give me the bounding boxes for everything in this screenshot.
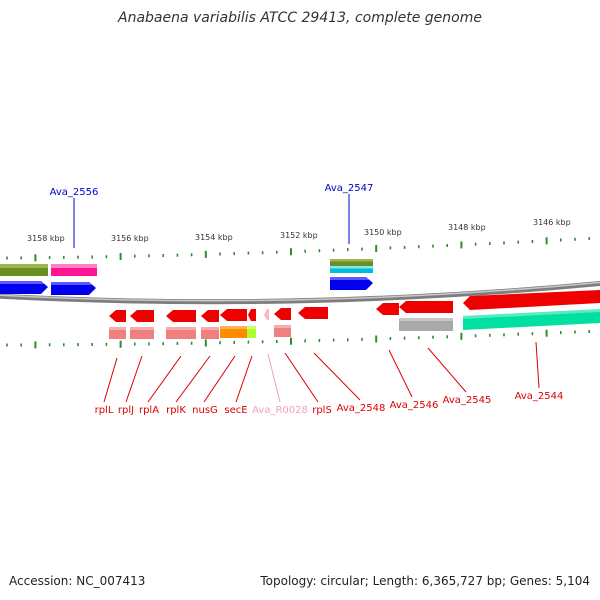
- scale-label: 3154 kbp: [195, 233, 233, 242]
- gene-label-ava-r0028[interactable]: Ava_R0028: [252, 405, 308, 416]
- gene-highlights: [109, 309, 600, 330]
- gene-label-rpll[interactable]: rplL: [95, 405, 114, 416]
- gene-ava-2556[interactable]: [0, 264, 97, 295]
- scale-label: 3146 kbp: [533, 218, 571, 227]
- genome-backbone: [0, 280, 600, 305]
- gene-label-ava-2545[interactable]: Ava_2545: [443, 395, 492, 406]
- gene-label-rpls[interactable]: rplS: [312, 405, 332, 416]
- gene-label-ava-2547[interactable]: Ava_2547: [325, 183, 374, 194]
- gene-label-rplk[interactable]: rplK: [166, 405, 186, 416]
- gene-label-ava-2546[interactable]: Ava_2546: [390, 400, 439, 411]
- gene-label-rplj[interactable]: rplJ: [118, 405, 134, 416]
- scale-label: 3156 kbp: [111, 234, 149, 243]
- scale-label: 3150 kbp: [364, 228, 402, 237]
- genome-summary-text: Topology: circular; Length: 6,365,727 bp…: [260, 574, 590, 588]
- gene-ava-2547[interactable]: [330, 259, 373, 290]
- leader-lines: [73, 194, 540, 403]
- gene-label-sece[interactable]: secE: [224, 405, 247, 416]
- gene-label-rpla[interactable]: rplA: [139, 405, 159, 416]
- map-title: Anabaena variabilis ATCC 29413, complete…: [118, 10, 482, 26]
- gene-label-nusg[interactable]: nusG: [192, 405, 218, 416]
- scale-label: 3152 kbp: [280, 231, 318, 240]
- gene-track-reverse: [109, 290, 600, 339]
- scale-label: 3148 kbp: [448, 223, 486, 232]
- gene-label-ava-2556[interactable]: Ava_2556: [50, 187, 99, 198]
- gene-label-ava-2548[interactable]: Ava_2548: [337, 403, 386, 414]
- scale-ticks: [6, 237, 591, 349]
- gene-label-ava-2544[interactable]: Ava_2544: [515, 391, 564, 402]
- scale-label: 3158 kbp: [27, 234, 65, 243]
- accession-text: Accession: NC_007413: [9, 574, 146, 588]
